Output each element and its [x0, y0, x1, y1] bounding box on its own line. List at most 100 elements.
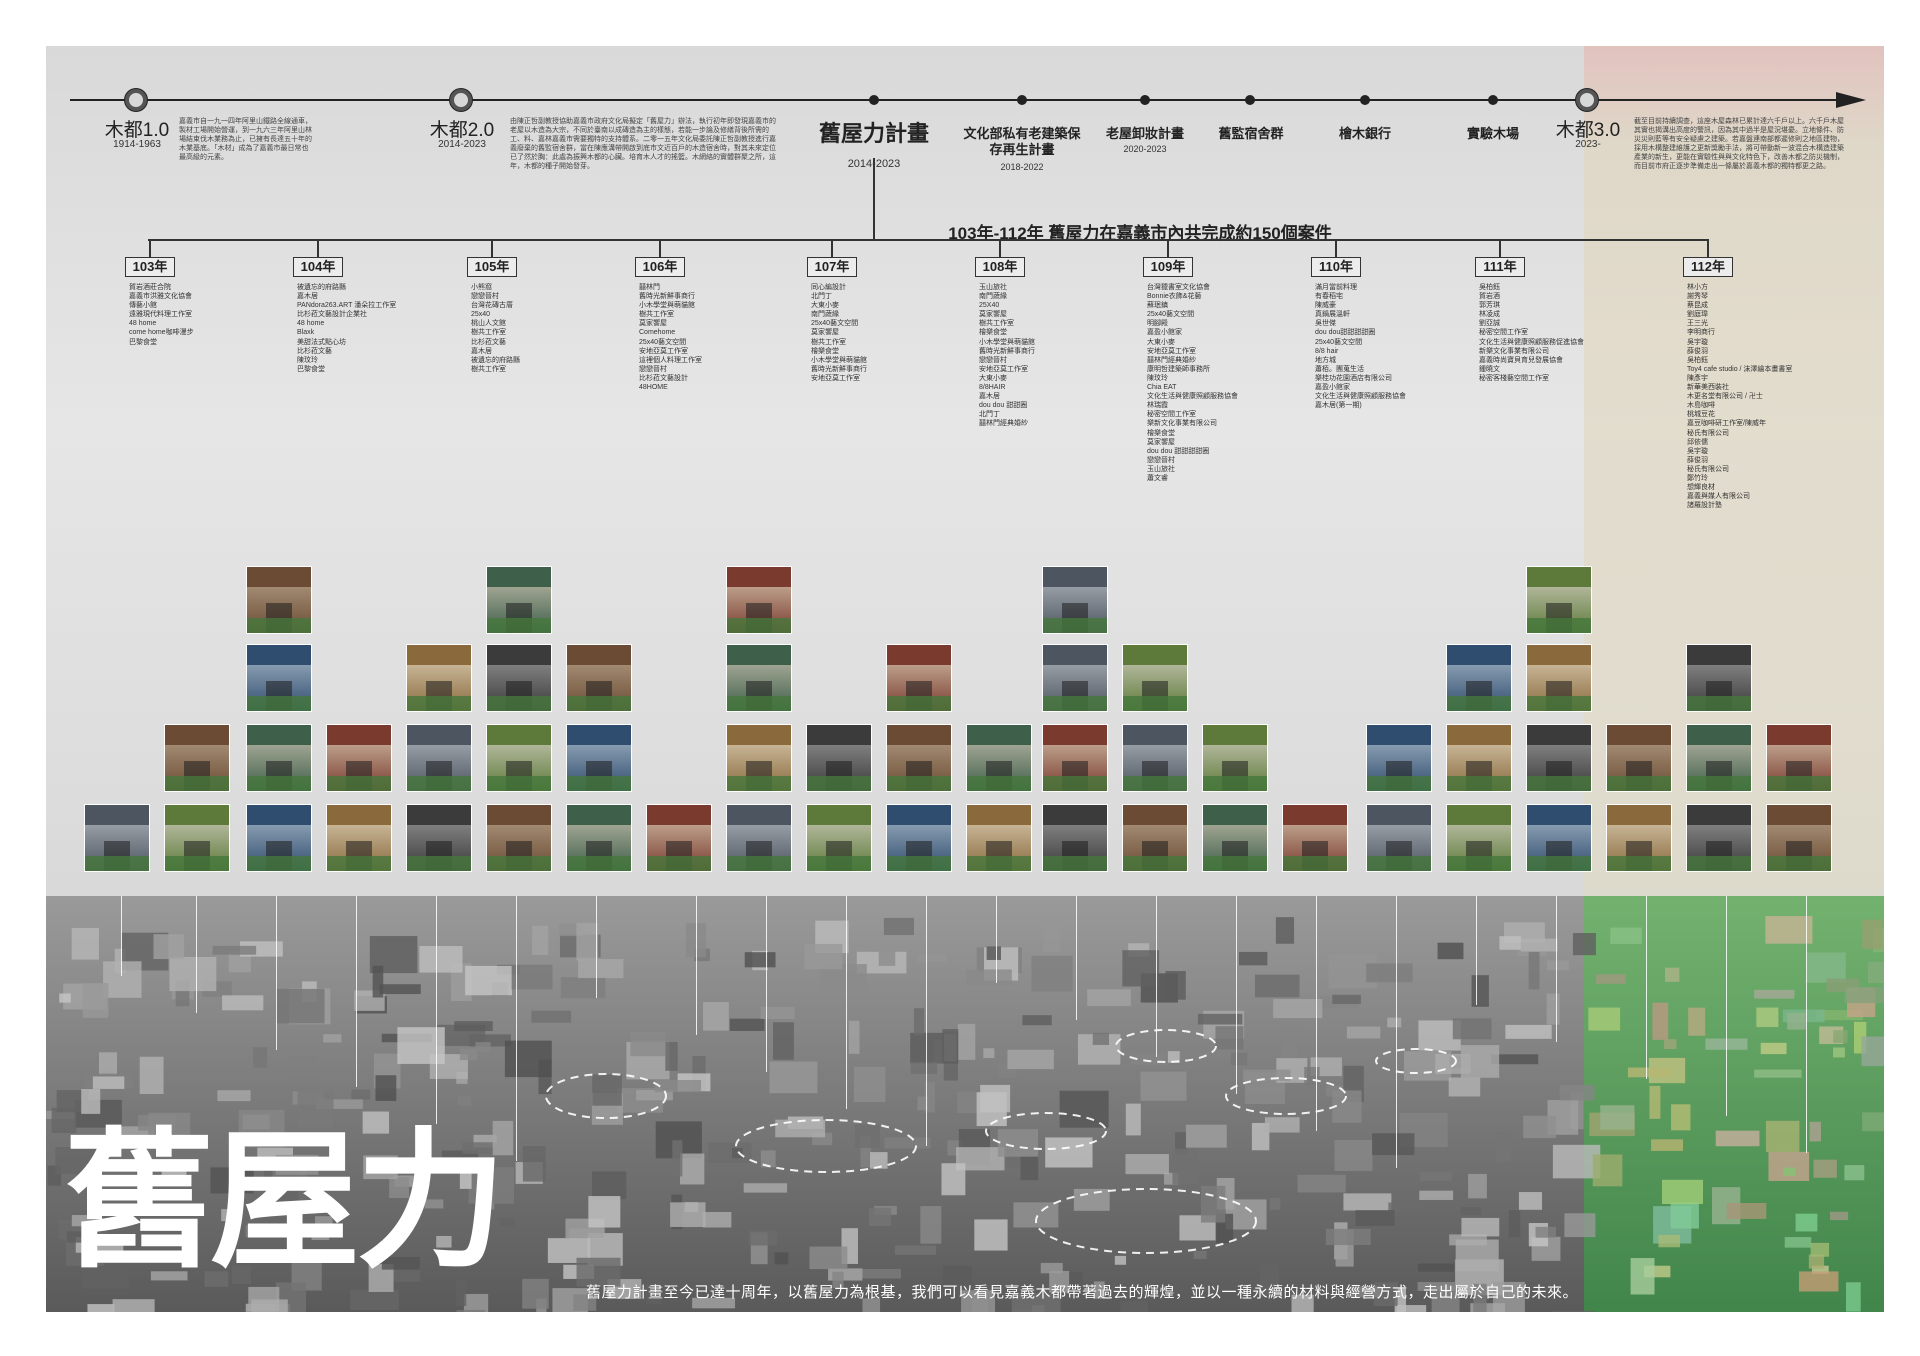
- poster: 木都1.0 1914-1963 嘉義市自一九一四年阿里山鐵路全線通車，製材工場開…: [46, 46, 1884, 1312]
- house-photo: [246, 644, 312, 712]
- case-item: 8/8 hair: [1315, 347, 1339, 355]
- house-photo: [406, 644, 472, 712]
- building-block: [1461, 1217, 1500, 1237]
- building-block: [71, 927, 99, 960]
- case-item: 北門丁: [979, 411, 1000, 419]
- building-block: [103, 961, 142, 998]
- building-block: [1862, 919, 1883, 949]
- case-item: 嘉義與媒人有限公司: [1687, 493, 1750, 501]
- case-item: 25X40: [979, 302, 1000, 310]
- building-block: [1816, 1010, 1864, 1021]
- house-photo: [726, 724, 792, 792]
- building-block: [862, 1268, 901, 1279]
- case-item: 台灣花磚古厝: [471, 302, 513, 310]
- building-block: [362, 1111, 390, 1134]
- building-block: [1670, 1202, 1699, 1229]
- building-block: [703, 1002, 729, 1031]
- year-label: 111年: [1475, 257, 1525, 277]
- house-photo: [1446, 644, 1512, 712]
- case-item: 戀戀晉村: [979, 356, 1007, 364]
- building-block: [743, 1183, 788, 1193]
- building-block: [457, 1096, 472, 1106]
- plan-name: 舊屋力計畫: [818, 121, 929, 146]
- case-item: 檜樂食堂: [979, 329, 1007, 337]
- case-item: 吳柏鈺: [1479, 284, 1500, 291]
- year-tick-line: [999, 239, 1001, 259]
- house-photo: [1766, 724, 1832, 792]
- house-photo: [566, 804, 632, 872]
- case-item: 25x40藝文空間: [639, 338, 687, 346]
- building-block: [1031, 955, 1073, 992]
- building-block: [153, 934, 185, 960]
- building-block: [222, 995, 264, 1011]
- house-photo: [164, 724, 230, 792]
- building-block: [1011, 1293, 1061, 1312]
- case-item: 蕭文睿: [1147, 474, 1168, 482]
- case-item: 北門丁: [811, 293, 832, 301]
- building-block: [1470, 1303, 1506, 1312]
- building-block: [475, 1042, 491, 1052]
- year-branch-line: [148, 239, 1708, 241]
- building-block: [1049, 1271, 1070, 1293]
- building-block: [1020, 1155, 1039, 1181]
- building-block: [1120, 1300, 1149, 1312]
- building-block: [862, 1298, 881, 1312]
- building-block: [522, 1146, 546, 1182]
- house-photo: [646, 804, 712, 872]
- case-item: 想輝良材: [1687, 484, 1715, 492]
- building-block: [1473, 1283, 1487, 1312]
- case-item: 秘密空間工作室: [1479, 329, 1528, 337]
- big-title: 舊屋力: [64, 1113, 506, 1289]
- house-photo: [1606, 804, 1672, 872]
- case-item: 比杉菈文藝: [471, 338, 506, 346]
- house-photo: [164, 804, 230, 872]
- case-item: 郭芳琪: [1479, 302, 1500, 310]
- building-block: [232, 1265, 252, 1285]
- case-item: 比杉菈文藝設計: [639, 374, 688, 382]
- case-item: 台灣獵書室文化協會: [1147, 284, 1210, 291]
- building-block: [894, 1245, 936, 1255]
- building-block: [1452, 1018, 1492, 1040]
- building-block: [670, 1202, 706, 1228]
- case-item: 安地亞莫工作室: [811, 374, 860, 382]
- building-block: [744, 952, 776, 968]
- case-item: 舊時光新鮮事商行: [979, 347, 1035, 355]
- house-photo: [1042, 804, 1108, 872]
- case-item: 莫家饗屋: [979, 311, 1007, 319]
- building-block: [924, 1081, 935, 1113]
- building-block: [253, 1047, 268, 1068]
- case-item: 樹共工作室: [811, 338, 846, 346]
- building-block: [492, 1120, 514, 1156]
- case-item: 蕭栢。團蒐生活: [1315, 365, 1364, 373]
- building-block: [1630, 1258, 1655, 1295]
- case-item: 舊時光新鮮事商行: [639, 293, 695, 301]
- case-item: 陳彥宇: [1687, 374, 1708, 382]
- era-1-years: 1914-1963: [113, 139, 161, 150]
- building-block: [1798, 1271, 1839, 1292]
- building-block: [245, 1225, 287, 1238]
- building-block: [1468, 1173, 1487, 1199]
- case-item: 明腳殿: [1147, 320, 1168, 328]
- building-block: [883, 917, 915, 936]
- event-dot-icon: [1360, 95, 1370, 105]
- case-item: 遠雅現代料理工作室: [129, 311, 192, 319]
- case-item: 木島咖啡: [1687, 402, 1715, 410]
- building-block: [297, 1090, 334, 1128]
- house-photo: [1526, 804, 1592, 872]
- leader-line: [926, 896, 927, 1146]
- building-block: [1651, 1139, 1684, 1151]
- building-block: [1528, 951, 1540, 990]
- plan-stem-line: [873, 158, 875, 240]
- building-block: [1397, 1305, 1427, 1312]
- building-block: [1471, 975, 1489, 1007]
- project-rings: [545, 1029, 1457, 1254]
- building-block: [1045, 1186, 1077, 1202]
- case-item: 48 home: [129, 320, 157, 328]
- building-block: [1325, 1228, 1371, 1246]
- case-item: 薛俊羽: [1687, 347, 1708, 355]
- building-block: [913, 1008, 925, 1036]
- case-item: 文化生活與健康照顧服務促進協會: [1479, 338, 1584, 346]
- case-item: 囍林門經典婚紗: [979, 420, 1028, 428]
- leader-line: [1806, 896, 1807, 1153]
- building-block: [288, 1056, 316, 1078]
